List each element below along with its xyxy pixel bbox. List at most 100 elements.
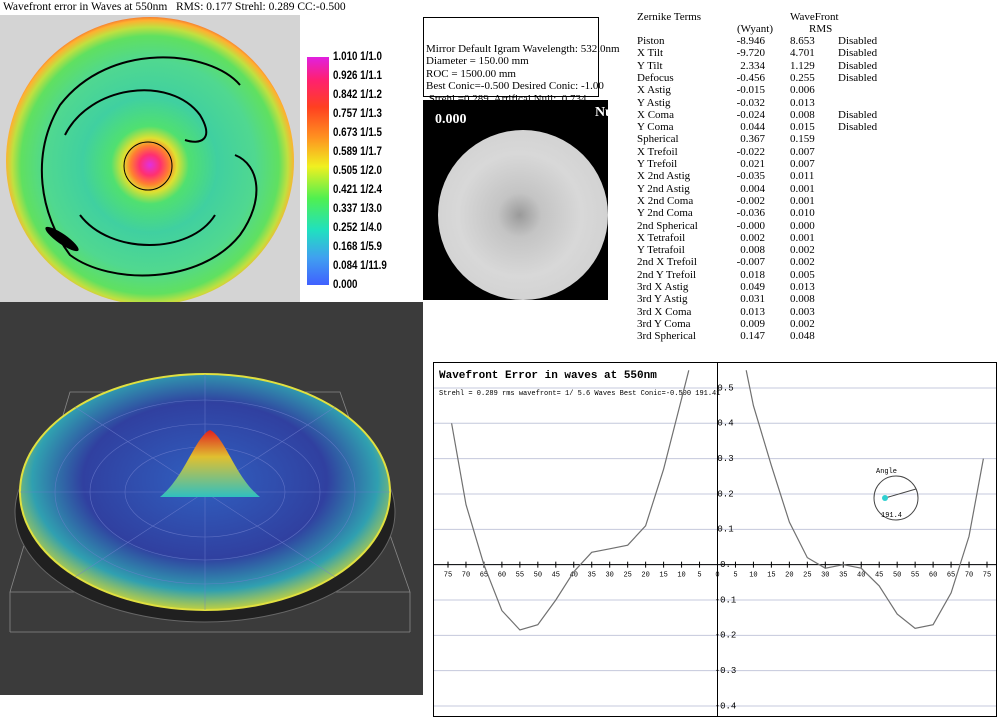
term-rms: 0.003 — [790, 305, 815, 318]
term-rms: 0.008 — [790, 293, 815, 306]
term-wyant: 0.367 — [740, 133, 765, 146]
term-rms: 0.013 — [790, 281, 815, 293]
colorbar-label: 0.842 1/1.2 — [333, 89, 382, 101]
x-tick-label: 25 — [623, 571, 631, 579]
x-tick-label: 55 — [516, 571, 524, 579]
colorbar-label: 0.757 1/1.3 — [333, 108, 382, 120]
term-rms: 0.010 — [790, 207, 815, 220]
info-line: Diameter = 150.00 mm — [426, 55, 529, 68]
x-tick-label: 60 — [498, 571, 506, 579]
x-tick-label: 35 — [588, 571, 596, 579]
igram-panel: 0.000 Nu — [423, 100, 608, 300]
term-wyant: 0.021 — [740, 158, 765, 170]
term-name: Piston — [637, 35, 665, 47]
x-tick-label: 10 — [749, 571, 757, 579]
term-wyant: 0.044 — [740, 121, 765, 134]
x-tick-label: 60 — [929, 571, 937, 579]
term-rms: 0.006 — [790, 84, 815, 97]
x-tick-label: 50 — [534, 571, 542, 579]
surface-3d — [0, 302, 423, 695]
term-wyant: 0.013 — [740, 305, 765, 318]
term-name: Y Tilt — [637, 59, 663, 72]
term-rms: 0.001 — [790, 231, 815, 244]
term-wyant: 0.002 — [740, 231, 765, 244]
term-rms: 0.001 — [790, 182, 815, 195]
term-name: 3rd Spherical — [637, 330, 696, 343]
term-name: X Tetrafoil — [637, 231, 686, 244]
x-tick-label: 40 — [570, 571, 578, 579]
contour-spot — [45, 226, 79, 252]
term-rms: 0.007 — [790, 158, 815, 170]
term-name: X Tilt — [637, 47, 663, 60]
term-wyant: -9.720 — [736, 47, 765, 60]
x-tick-label: 15 — [767, 571, 775, 579]
x-tick-label: 45 — [552, 571, 560, 579]
term-wyant: -0.007 — [736, 256, 765, 269]
term-wyant: 0.009 — [740, 317, 765, 330]
term-name: 2nd X Trefoil — [637, 256, 697, 269]
header-title: Wavefront error in Waves at 550nm RMS: 0… — [3, 1, 346, 13]
x-tick-label: 75 — [444, 571, 452, 579]
term-wyant: -0.032 — [736, 96, 765, 109]
term-name: Y Trefoil — [637, 158, 678, 170]
chart-title: Wavefront Error in waves at 550nm — [439, 370, 657, 382]
term-rms: 0.005 — [790, 268, 815, 281]
colorbar-label: 0.926 1/1.1 — [333, 70, 382, 82]
term-wyant: -0.456 — [736, 71, 765, 84]
term-wyant: 0.018 — [740, 268, 765, 281]
x-tick-label: 30 — [821, 571, 829, 579]
angle-handle[interactable] — [882, 495, 888, 501]
term-wyant: -0.024 — [736, 108, 765, 121]
x-tick-label: 5 — [697, 571, 701, 579]
colorbar-label: 0.252 1/4.0 — [333, 222, 382, 234]
colorbar-label: 0.421 1/2.4 — [333, 184, 382, 196]
term-wyant: -0.036 — [736, 207, 765, 220]
term-wyant: 0.049 — [740, 281, 765, 293]
contour-map — [0, 15, 300, 302]
info-line: ROC = 1500.00 mm — [426, 67, 516, 80]
x-tick-label: 70 — [965, 571, 973, 579]
colorbar-label: 0.505 1/2.0 — [333, 165, 382, 177]
igram-value: 0.000 — [435, 112, 467, 127]
term-name: Spherical — [637, 133, 679, 146]
term-rms: 0.048 — [790, 330, 815, 343]
x-tick-label: 70 — [462, 571, 470, 579]
term-wyant: 2.334 — [740, 59, 765, 72]
info-line: Best Conic=-0.500 Desired Conic: -1.00 — [426, 80, 604, 93]
chart-subtitle: Strehl = 0.289 rms wavefront= 1/ 5.6 Wav… — [439, 390, 720, 398]
y-tick-label: 0.5 — [717, 383, 733, 393]
term-rms: 0.013 — [790, 96, 815, 109]
term-name: 3rd Y Coma — [637, 317, 691, 330]
term-wyant: -0.035 — [736, 170, 765, 183]
colorbar-label: 0.000 — [333, 279, 358, 291]
term-rms: 0.015 — [790, 121, 815, 134]
y-tick-label: -0.4 — [715, 701, 737, 711]
x-tick-label: 40 — [857, 571, 865, 579]
x-tick-label: 0 — [715, 571, 719, 579]
x-tick-label: 15 — [659, 571, 667, 579]
x-tick-label: 35 — [839, 571, 847, 579]
term-rms: 1.129 — [790, 59, 815, 72]
term-status: Disabled — [838, 47, 878, 60]
angle-dial — [873, 475, 919, 521]
term-wyant: 0.004 — [740, 182, 765, 195]
term-name: 3rd X Coma — [637, 305, 692, 318]
x-tick-label: 55 — [911, 571, 919, 579]
y-tick-label: 0.2 — [717, 489, 733, 499]
x-tick-label: 45 — [875, 571, 883, 579]
term-wyant: -0.002 — [736, 194, 765, 207]
term-wyant: 0.031 — [740, 293, 765, 306]
zernike-col-wavefront: WaveFront — [790, 11, 839, 23]
angle-label: Angle — [876, 468, 897, 476]
term-rms: 8.653 — [790, 35, 815, 47]
y-tick-label: 0.1 — [717, 525, 733, 535]
igram-image — [438, 130, 608, 300]
angle-value: 191.4 — [881, 512, 902, 520]
term-name: X Coma — [637, 108, 674, 121]
term-name: 3rd X Astig — [637, 281, 689, 293]
colorbar-label: 0.084 1/11.9 — [333, 260, 387, 272]
term-name: X 2nd Astig — [637, 170, 691, 183]
colorbar-label: 0.168 1/5.9 — [333, 241, 382, 253]
zernike-title: Zernike Terms — [637, 11, 702, 23]
term-wyant: -8.946 — [736, 35, 765, 47]
